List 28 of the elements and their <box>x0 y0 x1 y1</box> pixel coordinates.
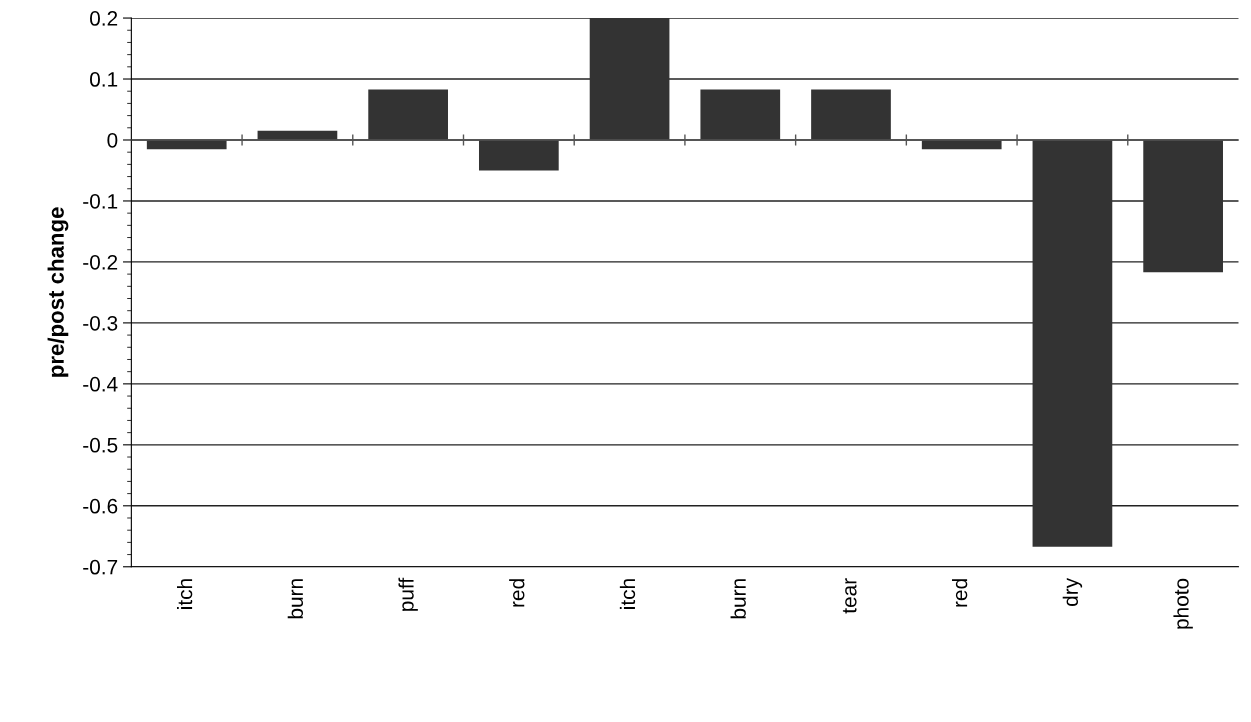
y-tick-label: -0.6 <box>83 498 118 514</box>
bar <box>1143 139 1223 273</box>
y-axis-title: pre/post change <box>47 207 69 377</box>
y-tick-label: -0.4 <box>83 376 118 392</box>
y-tick-label: -0.7 <box>83 559 118 575</box>
bar <box>368 89 448 140</box>
bar <box>589 18 670 140</box>
x-tick-label: burn <box>730 579 746 619</box>
x-tick-label: itch <box>619 579 636 609</box>
x-tick-label: puff <box>398 577 418 611</box>
y-tick-label: 0.1 <box>90 72 118 87</box>
bar <box>811 89 891 140</box>
y-tick-label: 0.2 <box>90 11 118 26</box>
bar <box>700 89 781 140</box>
x-tick-label: red <box>952 579 968 607</box>
y-tick-label: 0 <box>107 132 118 148</box>
x-tick-label: burn <box>287 579 304 619</box>
y-tick-label: -0.5 <box>83 437 118 453</box>
y-tick-label: -0.3 <box>83 315 118 331</box>
y-tick-label: -0.2 <box>83 254 118 270</box>
bar <box>479 139 559 171</box>
x-tick-label: itch <box>177 579 193 609</box>
x-tick-label: photo <box>1173 578 1193 629</box>
y-tick-label: -0.1 <box>83 193 118 209</box>
x-tick-label: red <box>509 579 525 607</box>
x-tick-label: tear <box>842 578 857 614</box>
bar <box>1032 139 1113 547</box>
x-tick-label: dry <box>1062 577 1083 606</box>
